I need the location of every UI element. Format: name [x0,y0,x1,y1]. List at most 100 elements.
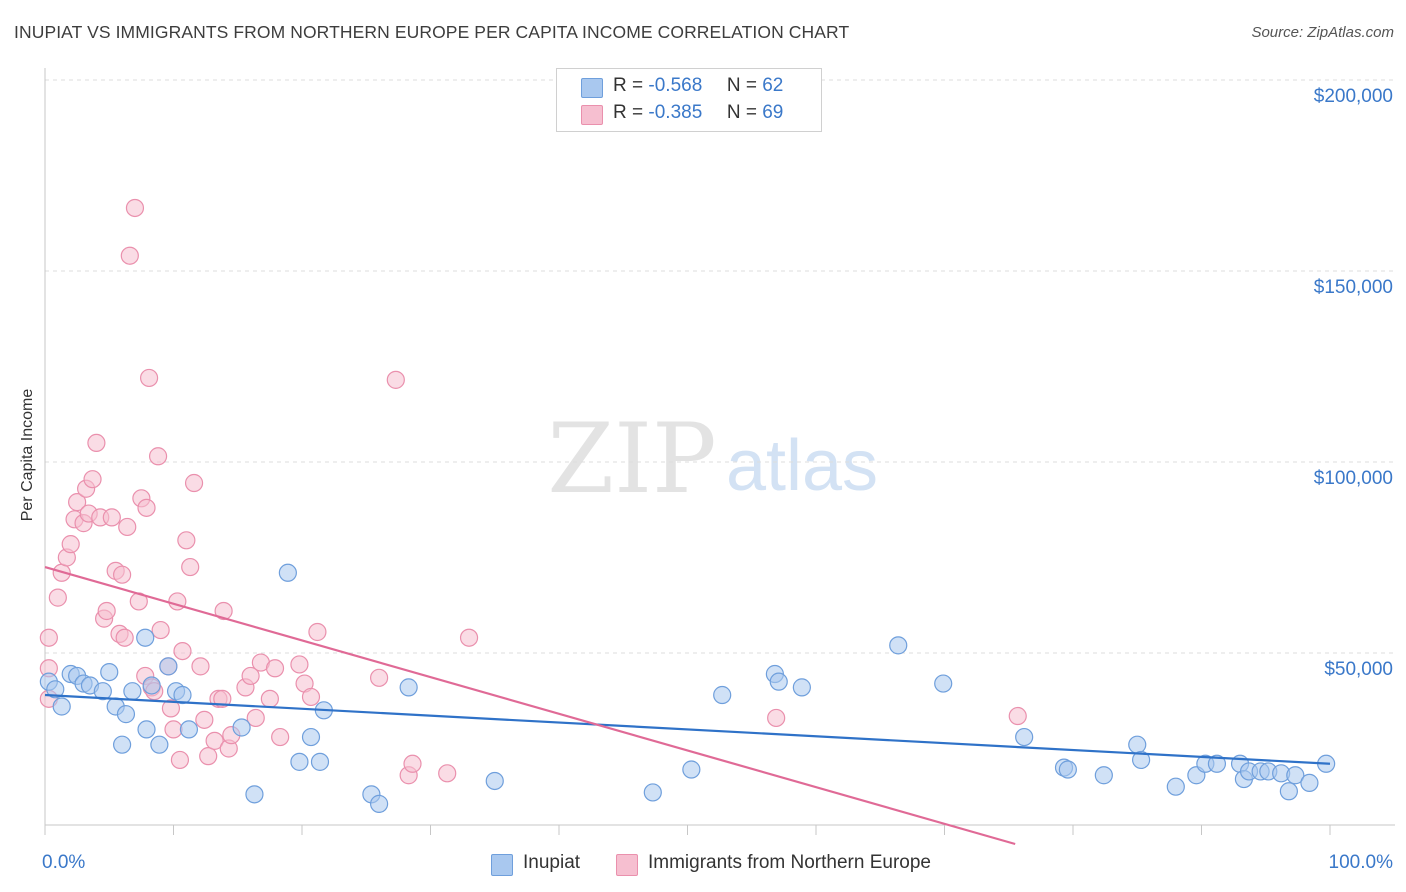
point-blue [179,720,199,739]
legend-r-value: -0.385 [648,102,703,123]
point-pink [213,689,232,708]
point-pink [1008,706,1027,726]
point-blue [232,718,251,737]
point-pink [184,473,204,493]
x-tick-label-max: 100.0% [1328,852,1393,873]
point-pink [177,531,196,550]
point-blue [46,680,65,699]
trend-line-pink [44,565,1016,846]
point-pink [170,750,190,770]
legend-r-value: -0.568 [648,75,703,96]
point-blue [116,705,136,724]
point-pink [265,659,285,678]
point-blue [123,682,142,701]
point-blue [159,657,178,676]
point-pink [403,754,422,773]
legend-n-label: N = [726,75,757,96]
point-blue [137,720,156,739]
point-pink [120,246,139,265]
point-blue [643,783,662,802]
point-blue [1128,735,1147,754]
y-tick-label-50000: $50,000 [1324,659,1393,680]
point-pink [271,727,290,747]
stats-legend: R = -0.568 N = 62 R = -0.385 N = 69 [556,68,822,132]
point-blue [399,678,418,697]
chart-title: INUPIAT VS IMMIGRANTS FROM NORTHERN EURO… [14,22,850,42]
point-blue [245,785,264,804]
point-blue [278,563,297,582]
point-pink [308,622,327,642]
point-pink [151,620,170,640]
point-pink [370,668,389,687]
point-blue [1286,766,1305,785]
point-pink [260,689,279,708]
point-pink [161,699,181,718]
point-pink [61,535,80,554]
legend-n-label: N = [726,102,757,123]
point-pink [301,687,321,707]
x-tick-label-min: 0.0% [42,852,86,873]
point-pink [48,588,67,607]
point-blue [1094,766,1113,785]
point-pink [181,557,200,577]
trend-line-blue [44,693,1331,765]
point-pink [205,731,224,750]
legend-r-label: R = [613,75,644,96]
point-blue [1207,754,1227,773]
watermark-atlas: atlas [726,426,878,506]
point-blue [889,636,908,655]
point-pink [137,498,156,517]
point-pink [97,601,116,621]
point-blue [934,674,953,693]
point-pink [68,493,87,512]
point-pink [386,370,405,389]
point-pink [83,470,102,489]
legend-swatch-pink [616,854,638,876]
legend-swatch-pink [581,105,603,125]
legend-swatch-blue [581,78,603,98]
legend-n-value: 62 [762,75,784,96]
y-tick-label-150000: $150,000 [1313,277,1393,298]
legend-swatch-blue [491,854,513,876]
point-blue [93,682,112,701]
point-pink [39,628,58,647]
point-blue [1300,773,1319,792]
legend-label-northern-europe: Immigrants from Northern Europe [648,852,931,873]
point-pink [87,433,106,452]
point-pink [438,764,457,783]
point-pink [195,710,214,729]
point-pink [118,517,137,537]
point-blue [370,794,389,813]
point-blue [1166,777,1185,796]
source-label: Source: ZipAtlas.com [1251,24,1394,41]
watermark-zip: ZIP [547,403,716,515]
point-blue [136,628,155,647]
point-pink [115,628,134,647]
point-blue [713,685,732,705]
point-blue [485,771,504,791]
point-pink [199,747,218,766]
point-pink [148,447,168,466]
point-blue [173,685,192,705]
point-pink [125,198,145,218]
point-pink [173,641,192,661]
point-pink [290,655,309,674]
y-tick-label-100000: $100,000 [1313,468,1393,489]
point-blue [290,752,309,771]
point-pink [767,708,786,728]
point-blue [301,727,321,747]
point-blue [1279,782,1298,801]
point-pink [214,601,233,621]
point-blue [1132,750,1151,770]
point-pink [164,720,183,739]
y-tick-label-200000: $200,000 [1313,86,1393,107]
legend-label-inupiat: Inupiat [523,852,581,873]
point-blue [792,678,811,697]
point-blue [150,735,169,754]
point-pink [241,666,260,686]
point-pink [102,508,121,527]
point-blue [52,697,71,716]
point-pink [112,565,132,584]
point-blue [100,662,119,682]
